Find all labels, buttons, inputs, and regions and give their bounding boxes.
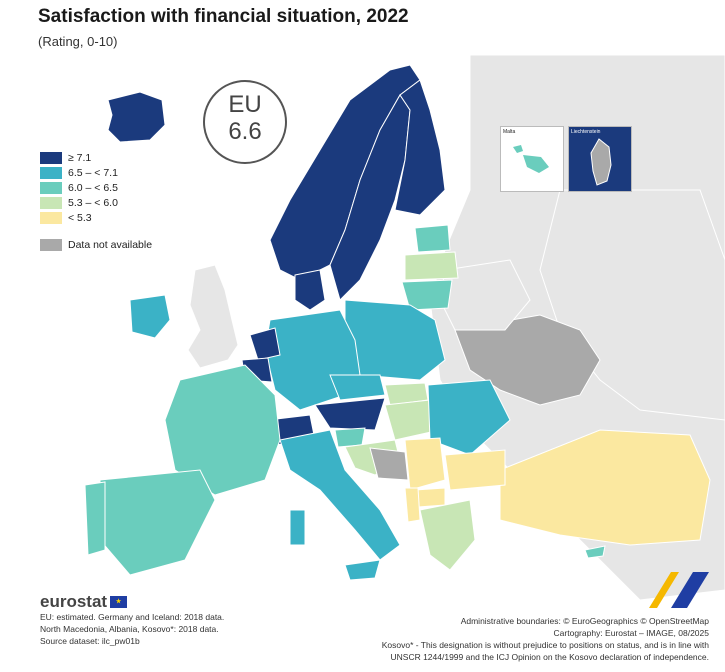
footer-left: eurostat ★ EU: estimated. Germany and Ic… (40, 592, 225, 647)
bosnia (369, 447, 409, 481)
legend-item: 5.3 – < 6.0 (40, 195, 152, 210)
eurostat-logo: eurostat ★ (40, 592, 224, 611)
inset-label-malta: Malta (503, 129, 516, 135)
italy (279, 429, 401, 561)
eu-badge-label: EU (228, 91, 262, 118)
estonia (414, 224, 451, 253)
legend-label: 5.3 – < 6.0 (68, 196, 118, 209)
credit-line: Cartography: Eurostat – IMAGE, 08/2025 (553, 628, 709, 638)
turkey (499, 429, 711, 546)
cyprus (584, 545, 606, 559)
iceland (107, 91, 166, 143)
credit-line: Administrative boundaries: © EuroGeograp… (460, 616, 709, 626)
legend-swatch (40, 166, 62, 179)
footer-right: Administrative boundaries: © EuroGeograp… (382, 615, 709, 663)
legend-swatch (40, 181, 62, 194)
uk (187, 264, 239, 369)
legend-item: < 5.3 (40, 210, 152, 225)
corner-ribbon-icon (649, 572, 709, 608)
legend-swatch (40, 211, 62, 224)
map-title: Satisfaction with financial situation, 2… (38, 6, 409, 27)
ireland (129, 294, 171, 339)
inset-liechtenstein: Liechtenstein (568, 126, 632, 192)
lithuania (401, 279, 453, 311)
finland (394, 79, 446, 216)
liechtenstein-shape (590, 138, 612, 186)
legend-item-na: Data not available (40, 237, 152, 252)
spain (99, 469, 216, 576)
eu-flag-icon: ★ (110, 596, 128, 608)
europe-map (84, 55, 725, 600)
albania (404, 487, 421, 523)
sicily (344, 559, 381, 581)
greece (419, 499, 476, 571)
logo-text: eurostat (40, 592, 108, 611)
legend-label: 6.5 – < 7.1 (68, 166, 118, 179)
austria (314, 397, 386, 431)
legend-label: 6.0 – < 6.5 (68, 181, 118, 194)
disclaimer-line: Kosovo* - This designation is without pr… (381, 640, 709, 650)
source-line: Source dataset: ilc_pw01b (40, 636, 140, 646)
eu-badge-value: 6.6 (228, 118, 262, 145)
malta-shape (513, 145, 549, 173)
czechia (329, 374, 386, 401)
romania (427, 379, 511, 456)
legend-item: 6.0 – < 6.5 (40, 180, 152, 195)
legend-item: ≥ 7.1 (40, 150, 152, 165)
disclaimer-line: UNSCR 1244/1999 and the ICJ Opinion on t… (390, 652, 710, 662)
eu-average-badge: EU 6.6 (203, 80, 287, 164)
slovenia (334, 427, 366, 448)
legend-swatch (40, 151, 62, 164)
poland (344, 299, 446, 381)
portugal (84, 481, 106, 556)
note-line: EU: estimated. Germany and Iceland: 2018… (40, 612, 225, 622)
bulgaria (444, 449, 506, 491)
legend-label: Data not available (68, 238, 153, 251)
note-line: North Macedonia, Albania, Kosovo*: 2018 … (40, 624, 219, 634)
latvia (404, 251, 459, 281)
france (164, 364, 281, 496)
inset-malta: Malta (500, 126, 564, 192)
denmark (294, 269, 326, 311)
legend-swatch (40, 238, 62, 251)
legend-label: < 5.3 (68, 211, 92, 224)
legend-swatch (40, 196, 62, 209)
legend-label: ≥ 7.1 (68, 151, 92, 164)
legend-item: 6.5 – < 7.1 (40, 165, 152, 180)
sardinia (289, 509, 306, 546)
legend: ≥ 7.1 6.5 – < 7.1 6.0 – < 6.5 5.3 – < 6.… (40, 150, 152, 252)
serbia (404, 437, 446, 491)
inset-label-liechtenstein: Liechtenstein (571, 129, 601, 135)
map-subtitle: (Rating, 0-10) (38, 34, 118, 49)
netherlands (249, 327, 281, 361)
